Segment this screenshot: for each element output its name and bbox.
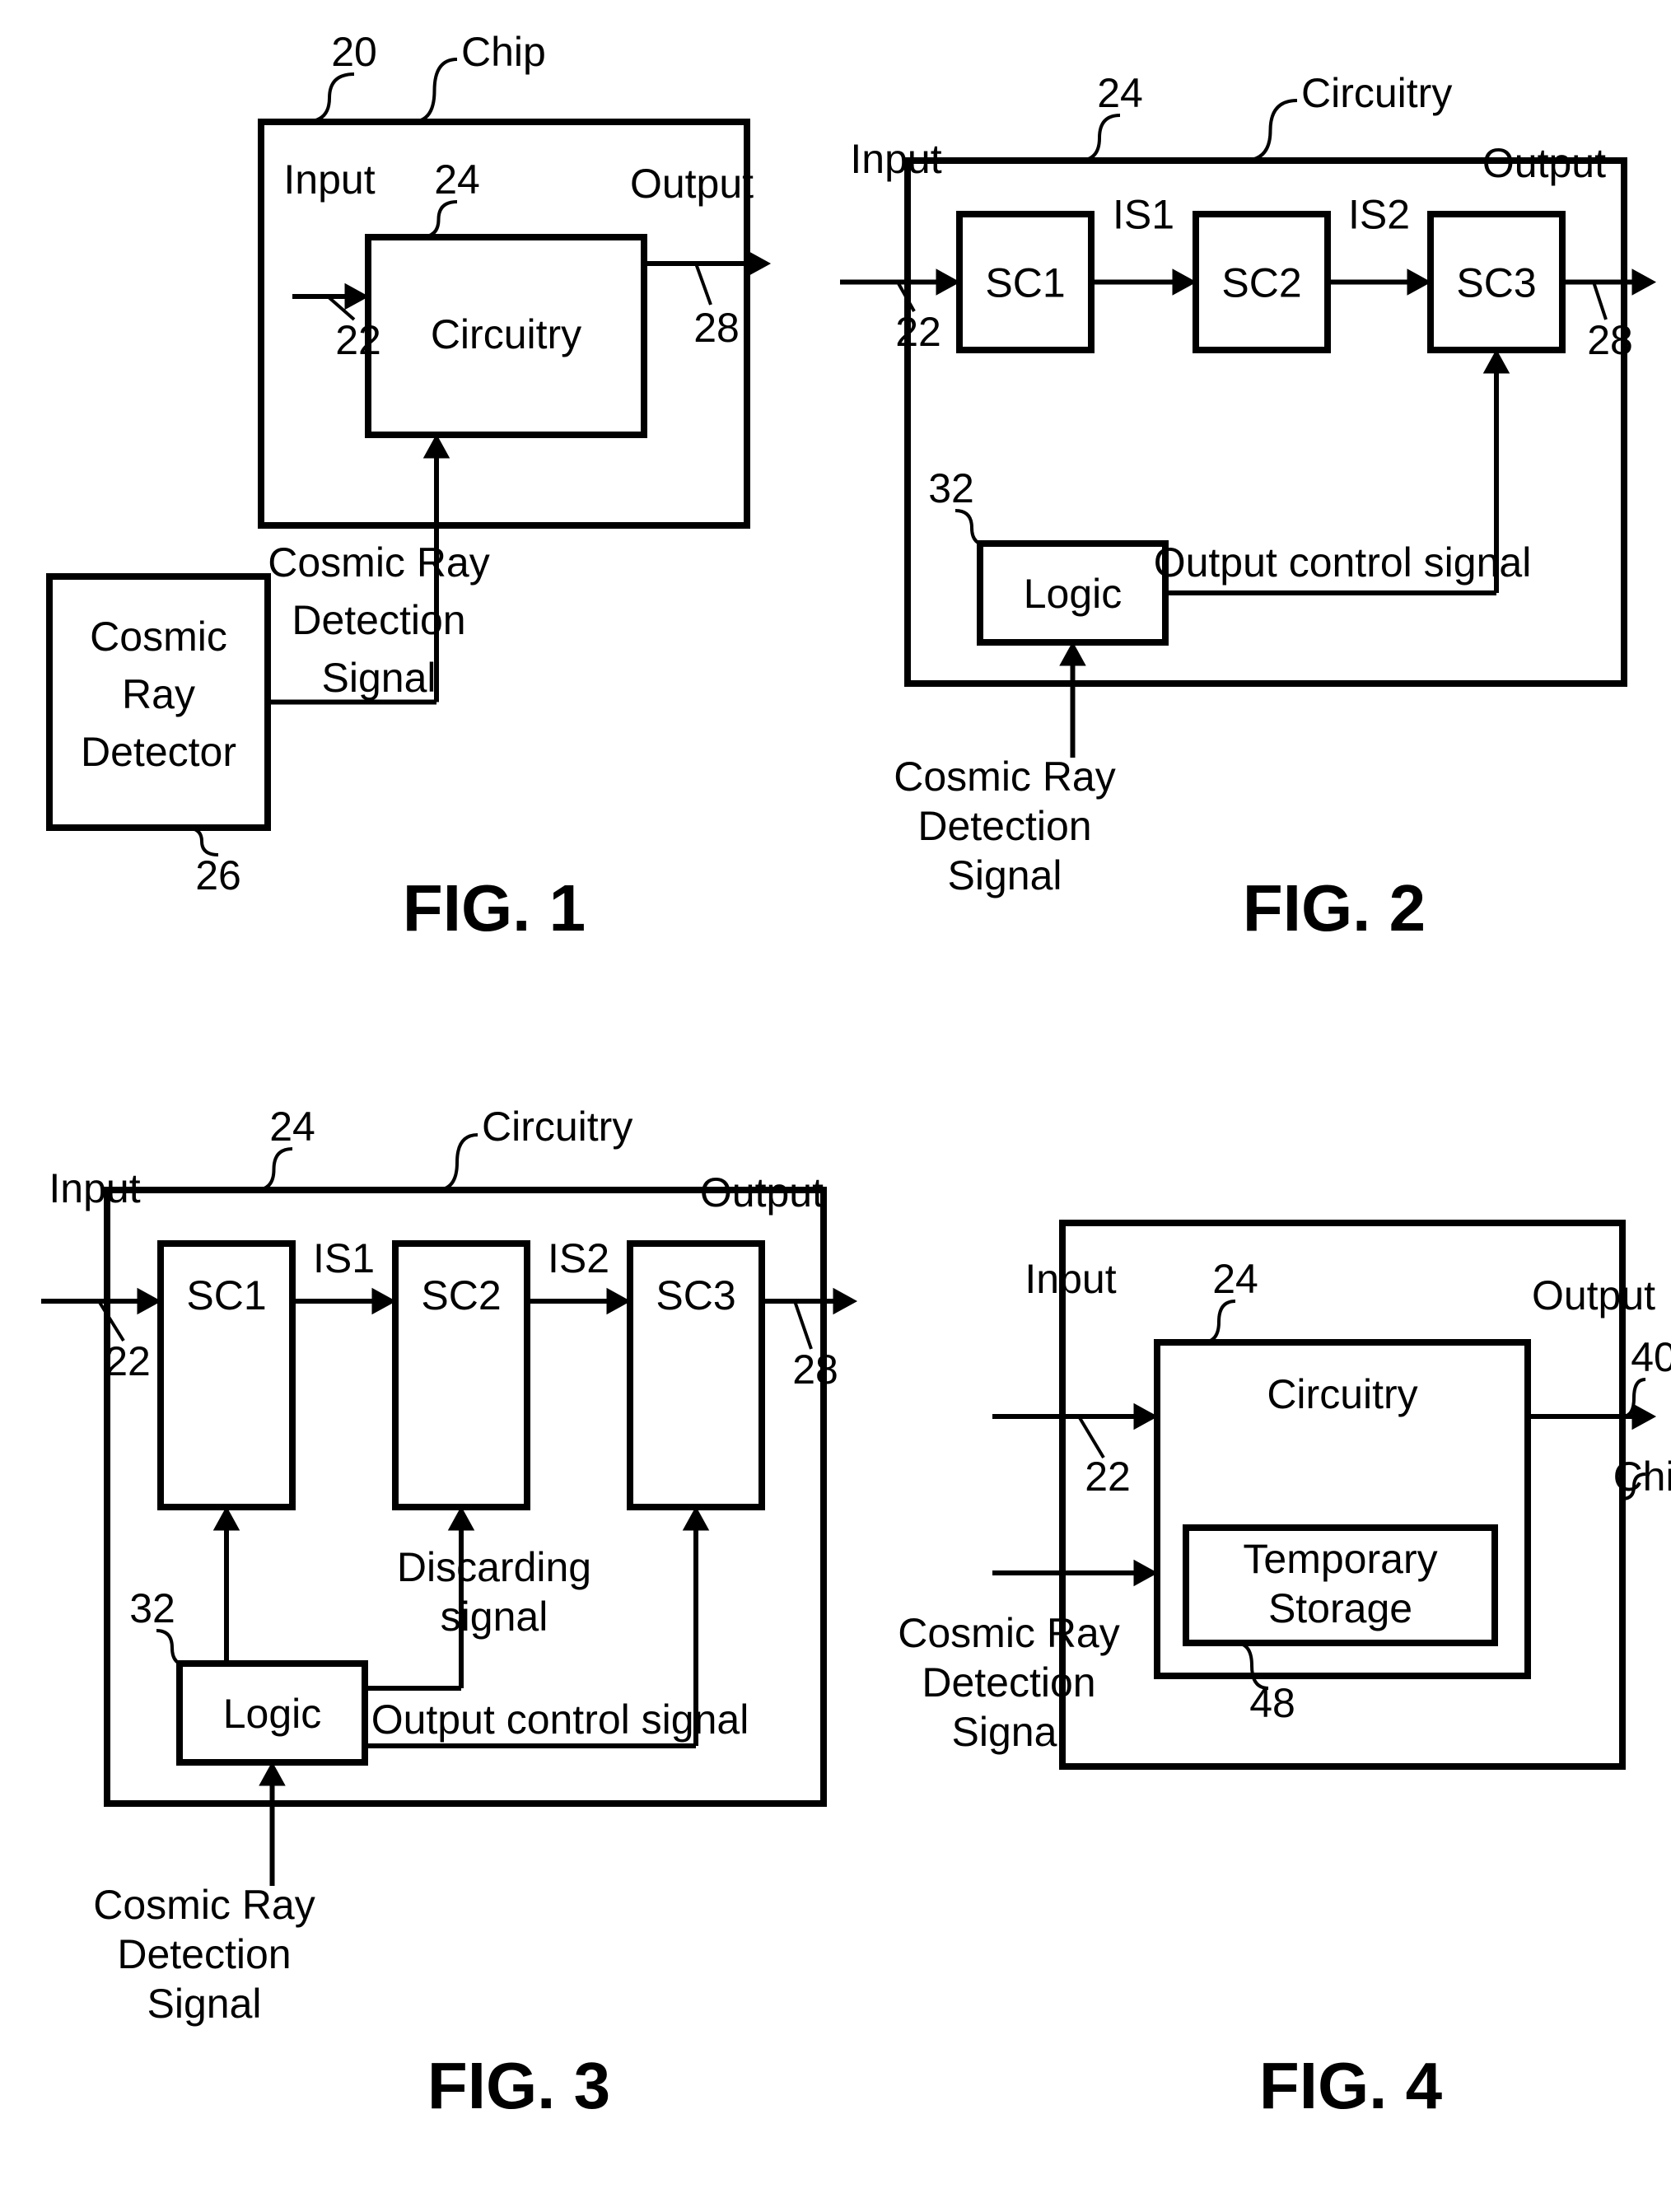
fig2-input-label: Input [850,136,941,182]
fig4-chip-label: Chip [1613,1454,1671,1500]
fig2-ref-28: 28 [1587,317,1633,363]
fig1-sig-l2: Detection [292,597,465,643]
fig1-det-l2: Ray [122,671,195,717]
fig2-outer-box [908,161,1624,684]
fig2-sig-l2: Detection [917,803,1091,849]
fig3-is2: IS2 [548,1235,609,1281]
fig3-logic-label: Logic [223,1691,322,1737]
fig3-ref-28: 28 [792,1346,838,1393]
fig3-input-label: Input [49,1165,140,1211]
fig4-ts-l1: Temporary [1243,1536,1437,1582]
fig3-is1: IS1 [313,1235,375,1281]
fig2-circuitry-label: Circuitry [1301,70,1452,116]
fig4-sig-l1: Cosmic Ray [898,1610,1119,1656]
fig1-ref-22: 22 [335,317,381,363]
fig3-sc2-label: SC2 [421,1272,501,1318]
fig4-ref-24: 24 [1212,1256,1258,1302]
fig4-sig-l3: Signal [952,1709,1067,1755]
fig1-output-label: Output [630,161,754,207]
fig1-circuitry-label: Circuitry [431,311,581,357]
fig3-output-label: Output [700,1169,824,1216]
fig2-logic-label: Logic [1024,571,1123,617]
fig4-ref-48: 48 [1249,1680,1295,1726]
fig2-sig-l3: Signal [948,852,1062,898]
fig1-det-l1: Cosmic [90,614,227,660]
fig2-sc2-label: SC2 [1221,260,1301,306]
fig4-sig-l2: Detection [922,1659,1095,1706]
fig4-caption: FIG. 4 [1259,2049,1443,2122]
fig2-output-label: Output [1482,140,1606,186]
fig3-ref-24: 24 [269,1104,315,1150]
fig1-ref-28: 28 [693,305,740,351]
fig2-ref-32: 32 [928,465,974,511]
fig1-det-l3: Detector [81,729,236,775]
fig1-ref-20: 20 [331,29,377,75]
fig3-sig-l1: Cosmic Ray [93,1882,315,1928]
fig3-sig-l3: Signal [147,1981,262,2027]
fig3-ref-22: 22 [105,1338,151,1384]
fig3-ref-32: 32 [129,1585,175,1631]
fig4-ref-22: 22 [1085,1454,1131,1500]
fig4-ts-l2: Storage [1268,1585,1412,1631]
fig1-sig-l3: Signal [322,655,436,701]
fig1-input-label: Input [283,156,375,203]
fig3-sc3-label: SC3 [656,1272,735,1318]
fig1-ref-24: 24 [434,156,480,203]
fig4-input-label: Input [1025,1256,1116,1302]
fig1-sig-l1: Cosmic Ray [268,539,489,586]
fig2-is2: IS2 [1348,192,1410,238]
fig4-circuitry-label: Circuitry [1267,1371,1417,1417]
fig3-outctrl: Output control signal [371,1696,749,1743]
fig4-ref-40: 40 [1631,1334,1671,1380]
fig2-ref-24: 24 [1097,70,1143,116]
fig1-caption: FIG. 1 [403,871,586,945]
fig2-sc1-label: SC1 [985,260,1065,306]
fig2-sc3-label: SC3 [1456,260,1536,306]
fig3-disc-l2: signal [441,1594,548,1640]
fig2-sig-l1: Cosmic Ray [894,754,1115,800]
fig4-output-label: Output [1532,1272,1655,1318]
fig2-is1: IS1 [1113,192,1174,238]
fig2-outctrl: Output control signal [1154,539,1532,586]
fig3-disc-l1: Discarding [397,1544,591,1590]
fig3-sig-l2: Detection [117,1931,291,1977]
fig3-sc1-label: SC1 [186,1272,266,1318]
fig2-caption: FIG. 2 [1243,871,1426,945]
fig1-chip-label: Chip [461,29,546,75]
fig3-caption: FIG. 3 [427,2049,610,2122]
fig3-circuitry-label: Circuitry [482,1104,632,1150]
fig2-ref-22: 22 [895,309,941,355]
fig1-ref-26: 26 [195,852,241,898]
